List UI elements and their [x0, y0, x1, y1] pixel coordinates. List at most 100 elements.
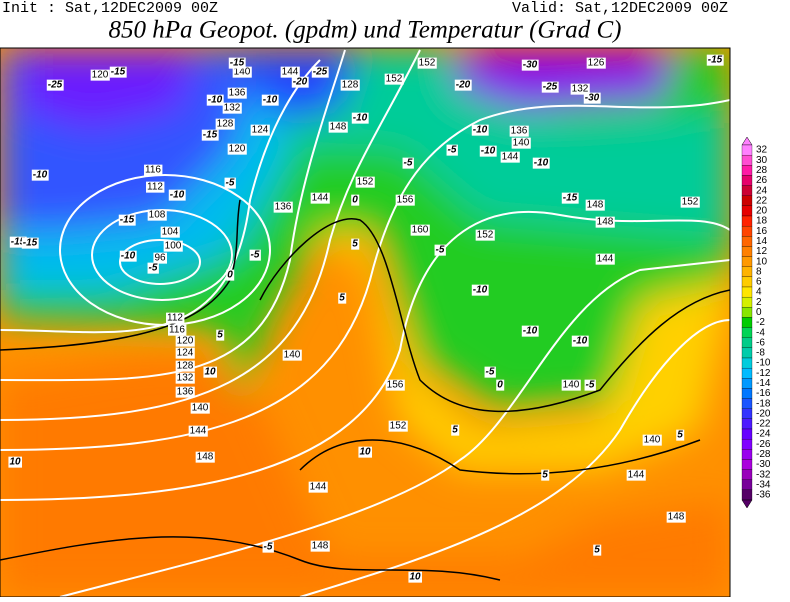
temperature-label-box — [109, 66, 127, 78]
colorbar-cell — [741, 225, 753, 237]
geopotential-label: 112 — [147, 182, 163, 193]
temperature-label: 5 — [217, 330, 223, 341]
colorbar-cell — [741, 317, 753, 328]
geopotential-label: 136 — [177, 387, 194, 398]
temperature-label: 0 — [227, 270, 233, 281]
temperature-label-box — [571, 335, 589, 347]
temperature-label: -30 — [585, 93, 600, 104]
geopotential-label: 148 — [597, 217, 614, 228]
temperature-label: -10 — [534, 158, 549, 169]
geopotential-label-box — [585, 199, 605, 211]
temperature-label-box — [706, 54, 724, 66]
geopotential-label-box — [570, 83, 590, 95]
geopotential-label: 136 — [229, 88, 246, 99]
geopotential-label: 128 — [342, 80, 359, 91]
temperature-label-box — [249, 249, 261, 261]
temperature-label: -10 — [353, 113, 368, 124]
geopotential-label-box — [511, 137, 531, 149]
temperature-label-box — [583, 92, 601, 104]
temperature-label: -10 — [473, 285, 488, 296]
geopotential-label-box — [500, 151, 520, 163]
temperature-label-box — [9, 236, 27, 248]
geopotential-label: 140 — [644, 435, 661, 446]
geopotential-label: 112 — [167, 313, 183, 324]
geopotential-label-box — [215, 118, 235, 130]
colorbar-label: -16 — [756, 388, 771, 399]
geopotential-label: 144 — [502, 152, 519, 163]
colorbar-cell — [741, 165, 753, 176]
temperature-label: 0 — [352, 195, 358, 206]
geopotential-label-box — [282, 349, 302, 361]
colorbar-label: -4 — [756, 327, 765, 338]
colorbar-cell — [741, 388, 753, 399]
colorbar-label: 10 — [756, 256, 768, 267]
map-field — [0, 48, 730, 597]
geopotential-label-box — [385, 379, 405, 391]
geopotential-label: 152 — [390, 421, 407, 432]
temperature-label-box — [471, 284, 489, 296]
temperature-label: -5 — [264, 542, 273, 553]
temperature-label-box — [226, 269, 235, 281]
colorbar-cell — [741, 378, 753, 389]
geopotential-label-box — [175, 372, 195, 384]
temperature-label-box — [408, 571, 422, 583]
colorbar-label: 20 — [756, 206, 768, 217]
temperature-label: -25 — [48, 80, 63, 91]
geopotential-label-box — [146, 181, 165, 193]
colorbar-cell — [741, 154, 753, 166]
temperature-label-box — [168, 189, 186, 201]
temperature-label-box — [311, 66, 329, 78]
geopotential-label: 152 — [682, 197, 699, 208]
geopotential-label: 132 — [177, 373, 194, 384]
colorbar-label: -12 — [756, 368, 771, 379]
geopotential-label: 148 — [587, 200, 604, 211]
colorbar-cell — [741, 489, 753, 501]
colorbar-label: 2 — [756, 297, 762, 308]
colorbar-label: -26 — [756, 439, 771, 450]
colorbar-cell — [741, 236, 753, 247]
colorbar-cell — [741, 469, 753, 480]
temperature-label-box — [561, 192, 579, 204]
colorbar-label: 24 — [756, 185, 768, 196]
colorbar-label: -30 — [756, 459, 771, 470]
geopotential-label: 120 — [229, 144, 246, 155]
geopotential-label-box — [175, 347, 195, 359]
temperature-label-box — [434, 244, 446, 256]
temperature-label: 10 — [204, 367, 216, 378]
temperature-label: -15 — [563, 193, 578, 204]
colorbar-label: -22 — [756, 419, 771, 430]
colorbar-cell — [741, 428, 753, 440]
temperature-label: 5 — [352, 239, 358, 250]
temperature-label: -15 — [203, 130, 218, 141]
geopotential-label-box — [509, 125, 529, 137]
colorbar-label: 8 — [756, 266, 762, 277]
temperature-label-box — [338, 292, 347, 304]
temperature-label-box — [484, 366, 496, 378]
temperature-label: 5 — [677, 430, 683, 441]
temperature-label-box — [446, 144, 458, 156]
colorbar-cell — [741, 307, 753, 318]
geopotential-label-box — [227, 87, 247, 99]
geopotential-label-box — [153, 252, 167, 264]
colorbar-cell — [741, 205, 753, 217]
colorbar-cell — [741, 256, 753, 267]
geopotential-label: 160 — [412, 225, 429, 236]
geopotential-label-box — [340, 79, 360, 91]
temperature-label-box — [541, 469, 550, 481]
geopotential-label-box — [388, 420, 408, 432]
temperature-label: -30 — [523, 60, 538, 71]
colorbar-cell — [741, 337, 753, 349]
geopotential-label: 140 — [563, 380, 580, 391]
colorbar-label: -32 — [756, 469, 771, 480]
colorbar-label: 12 — [756, 246, 768, 257]
colorbar-label: 6 — [756, 277, 762, 288]
temperature-label: -5 — [149, 263, 158, 274]
temperature-label: -15 — [230, 58, 245, 69]
geopotential-label: 100 — [165, 241, 182, 252]
geopotential-label: 152 — [477, 230, 494, 241]
geopotential-label: 148 — [197, 452, 214, 463]
temperature-label-box — [203, 366, 217, 378]
colorbar-cell — [741, 276, 753, 288]
geopotential-label-box — [163, 240, 183, 252]
geopotential-label: 152 — [419, 58, 436, 69]
